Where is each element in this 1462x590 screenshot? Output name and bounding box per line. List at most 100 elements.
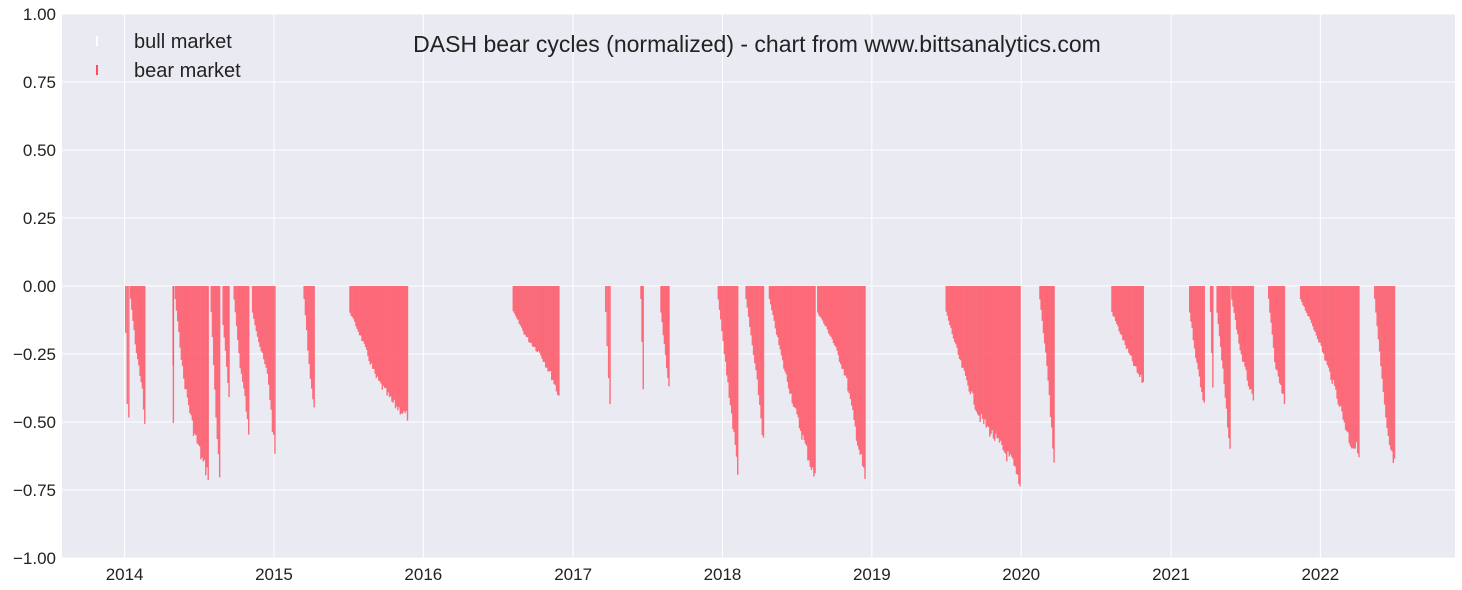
bear-bar [1019, 286, 1021, 487]
bear-bar [1124, 286, 1126, 345]
bear-bar [253, 286, 255, 319]
bear-bar [1117, 286, 1119, 327]
bear-bar [737, 286, 739, 475]
bear-bar [730, 286, 733, 414]
bear-bar [785, 286, 787, 375]
bear-bar [191, 286, 194, 421]
bear-bar [1137, 286, 1140, 375]
bear-bar [1387, 286, 1390, 436]
bear-bar [181, 286, 184, 367]
bear-bar [553, 286, 555, 385]
bear-bar [1131, 286, 1134, 362]
bear-bar [1199, 286, 1202, 388]
bear-bar [172, 286, 175, 423]
bear-bar [668, 286, 670, 387]
bear-bar [382, 286, 385, 386]
y-tick-label: −0.25 [13, 345, 56, 364]
bear-bar [396, 286, 398, 407]
bear-bar [1382, 286, 1385, 392]
bear-bar [986, 286, 989, 427]
bear-bar [134, 286, 137, 345]
bear-bar [801, 286, 803, 440]
bear-bar [759, 286, 761, 405]
bear-bar [1241, 286, 1244, 362]
bear-bar [1309, 286, 1312, 320]
bear-bar [351, 286, 354, 317]
bear-bar [200, 286, 202, 460]
bear-bar [234, 286, 237, 313]
bear-bar [1312, 286, 1314, 327]
bear-bar [840, 286, 842, 365]
bear-bar [518, 286, 520, 324]
bear-bar [132, 286, 134, 321]
bear-bar [819, 286, 821, 317]
bear-bar [203, 286, 206, 460]
bear-bar [813, 286, 815, 477]
bear-segment-6 [233, 286, 250, 435]
bear-bar [1393, 286, 1396, 459]
bear-bar [732, 286, 734, 430]
bear-bar [1217, 286, 1219, 325]
y-tick-label: 0.75 [23, 73, 56, 92]
bear-bar [1388, 286, 1391, 446]
bear-bar [787, 286, 790, 389]
bear-bar [258, 286, 260, 343]
bear-bar [272, 286, 275, 435]
bear-bar [843, 286, 846, 376]
x-tick-label: 2017 [554, 565, 592, 584]
bear-bar [233, 286, 235, 300]
bear-bar [640, 286, 642, 299]
bear-bar [355, 286, 357, 327]
bear-bar [798, 286, 801, 429]
bear-bar [390, 286, 392, 397]
bear-bar [248, 286, 250, 435]
bear-bar [1330, 286, 1332, 380]
bear-bar [844, 286, 847, 376]
bear-bar [804, 286, 807, 444]
bear-bar [254, 286, 256, 326]
bear-bar [848, 286, 850, 394]
bear-bar [1352, 286, 1354, 449]
bear-bar [1197, 286, 1199, 370]
bear-bar [1377, 286, 1380, 340]
bear-bar [662, 286, 664, 336]
bear-bar [1301, 286, 1303, 303]
bear-bar [1272, 286, 1275, 348]
y-tick-label: −0.75 [13, 481, 56, 500]
bear-bar [360, 286, 362, 336]
bear-bar [952, 286, 955, 339]
bear-bar [1385, 286, 1387, 418]
bear-bar [516, 286, 518, 319]
bear-bar [1195, 286, 1197, 359]
bear-bar [850, 286, 853, 406]
bear-bar [729, 286, 732, 406]
bear-bar [194, 286, 196, 434]
bear-bar [1274, 286, 1276, 363]
bear-bar [1045, 286, 1047, 353]
bear-bar [1283, 286, 1286, 405]
bear-bar [1391, 286, 1393, 452]
bear-bar [1138, 286, 1141, 377]
bear-segment-7 [251, 286, 276, 454]
bear-bar [1304, 286, 1307, 311]
bear-bar [261, 286, 264, 353]
bear-bar [781, 286, 784, 361]
bear-bar [1122, 286, 1124, 341]
bear-bar [666, 286, 668, 369]
bear-bar [239, 286, 241, 369]
bear-bar [308, 286, 310, 365]
bear-bar [240, 286, 243, 374]
bear-bar [205, 286, 207, 476]
bear-bar [399, 286, 401, 415]
bear-bar [977, 286, 979, 415]
bear-bar [185, 286, 187, 390]
bear-bar [1342, 286, 1344, 420]
y-tick-label: 0.50 [23, 141, 56, 160]
bear-bar [827, 286, 830, 334]
bear-bar [984, 286, 986, 420]
bear-bar [1114, 286, 1117, 322]
bear-bar [985, 286, 987, 428]
bear-bar [718, 286, 721, 310]
bear-bar [268, 286, 270, 385]
bear-bar [749, 286, 751, 327]
